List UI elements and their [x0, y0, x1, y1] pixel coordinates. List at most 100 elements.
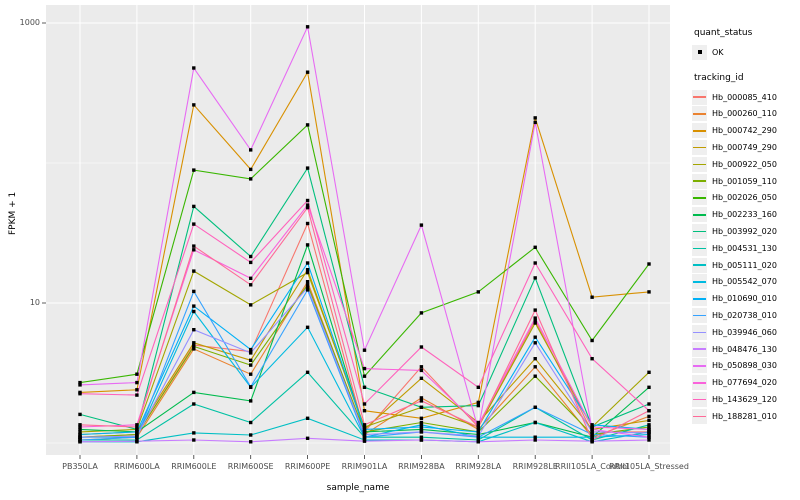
data-point [305, 280, 310, 284]
data-point [305, 416, 310, 420]
data-point [249, 372, 253, 376]
legend-item-ok: OK [692, 44, 798, 61]
data-point [192, 248, 196, 252]
data-point [305, 205, 310, 210]
data-point [305, 243, 310, 247]
data-point [362, 402, 367, 406]
data-point [305, 325, 310, 329]
x-tick-label-RRIM600SE: RRIM600SE [227, 462, 274, 471]
y-axis-title: FPKM + 1 [8, 191, 18, 235]
legend-item-label: Hb_048476_130 [712, 344, 777, 354]
data-point [362, 430, 367, 434]
legend-item-label: Hb_020738_010 [712, 311, 777, 321]
line-swatch-icon [693, 163, 706, 166]
legend-key-swatch [692, 140, 707, 156]
line-swatch-icon [693, 213, 706, 216]
data-point [192, 328, 196, 332]
data-point [362, 366, 367, 371]
data-point [249, 167, 253, 172]
data-point [192, 289, 196, 294]
legend-key-swatch [692, 274, 707, 290]
data-point [647, 435, 651, 439]
x-tick-label-RRIM600PE: RRIM600PE [284, 462, 331, 471]
data-point [78, 383, 82, 387]
data-point [476, 385, 480, 389]
data-point [362, 374, 367, 378]
line-swatch-icon [693, 314, 706, 317]
legend-item-label: Hb_000742_290 [712, 126, 777, 136]
point-marker-icon [697, 50, 702, 55]
data-point [362, 409, 367, 413]
legend-key-swatch [692, 89, 707, 105]
line-swatch-icon [693, 113, 706, 115]
legend-key-swatch [692, 392, 707, 408]
legend-item-label: Hb_003992_020 [712, 227, 777, 237]
data-point [135, 430, 139, 434]
data-point [419, 425, 424, 429]
line-swatch-icon [693, 146, 706, 149]
data-point [135, 425, 139, 429]
line-swatch-icon [693, 230, 706, 233]
data-point [249, 363, 253, 367]
data-point [590, 423, 594, 427]
data-point [533, 316, 537, 320]
data-point [305, 436, 310, 440]
data-point [305, 70, 310, 74]
legend-item-label: OK [712, 47, 724, 57]
data-point [533, 308, 537, 312]
legend-key-swatch [692, 291, 707, 307]
legend-item-Hb_039946_060: Hb_039946_060 [692, 324, 798, 341]
data-point [249, 440, 253, 444]
data-point [533, 357, 537, 361]
line-swatch-icon [693, 264, 706, 266]
data-point [419, 376, 424, 380]
line-swatch-icon [693, 180, 706, 182]
legend-key-swatch [692, 240, 707, 256]
data-point [533, 341, 537, 345]
legend-tracking-id: tracking_id Hb_000085_410 Hb_000260_110 Hb… [692, 73, 798, 425]
data-point [590, 338, 594, 343]
data-point [192, 390, 196, 395]
line-swatch-icon [693, 197, 706, 199]
data-point [192, 347, 196, 351]
data-point [590, 295, 594, 299]
data-point [78, 435, 82, 439]
x-tick-label-RRII105LA_Control: RRII105LA_Control [555, 462, 630, 471]
legend-item-Hb_005111_020: Hb_005111_020 [692, 257, 798, 274]
data-point [78, 427, 82, 432]
line-swatch-icon [693, 96, 706, 98]
data-point [647, 385, 651, 389]
x-tick-label-PB350LA: PB350LA [62, 462, 98, 471]
data-point [419, 223, 424, 227]
line-swatch-icon [693, 365, 706, 367]
legend-item-label: Hb_000085_410 [712, 92, 777, 102]
data-point [192, 431, 196, 435]
data-point [590, 438, 594, 442]
data-point [135, 439, 139, 443]
data-point [192, 222, 196, 226]
data-point [590, 357, 594, 361]
data-point [192, 269, 196, 273]
line-swatch-icon [693, 381, 706, 384]
legend-item-Hb_048476_130: Hb_048476_130 [692, 341, 798, 358]
data-point [533, 374, 537, 378]
legend-item-label: Hb_010690_010 [712, 294, 777, 304]
legend-key-swatch [692, 123, 707, 139]
data-point [192, 66, 196, 70]
data-point [647, 370, 651, 374]
line-swatch-icon [693, 348, 706, 350]
data-point [533, 435, 537, 439]
data-point [192, 168, 196, 172]
data-point [305, 270, 310, 275]
line-swatch-icon [693, 297, 706, 300]
data-point [135, 393, 139, 397]
legend-item-Hb_188281_010: Hb_188281_010 [692, 408, 798, 425]
data-point [135, 372, 139, 376]
y-tick-label-10: 10 [29, 298, 40, 307]
data-point [249, 347, 253, 352]
data-point [362, 432, 367, 437]
data-point [647, 262, 651, 266]
legend-item-label: Hb_000922_050 [712, 159, 777, 169]
data-point [362, 427, 367, 432]
legend-key-swatch [692, 190, 707, 206]
